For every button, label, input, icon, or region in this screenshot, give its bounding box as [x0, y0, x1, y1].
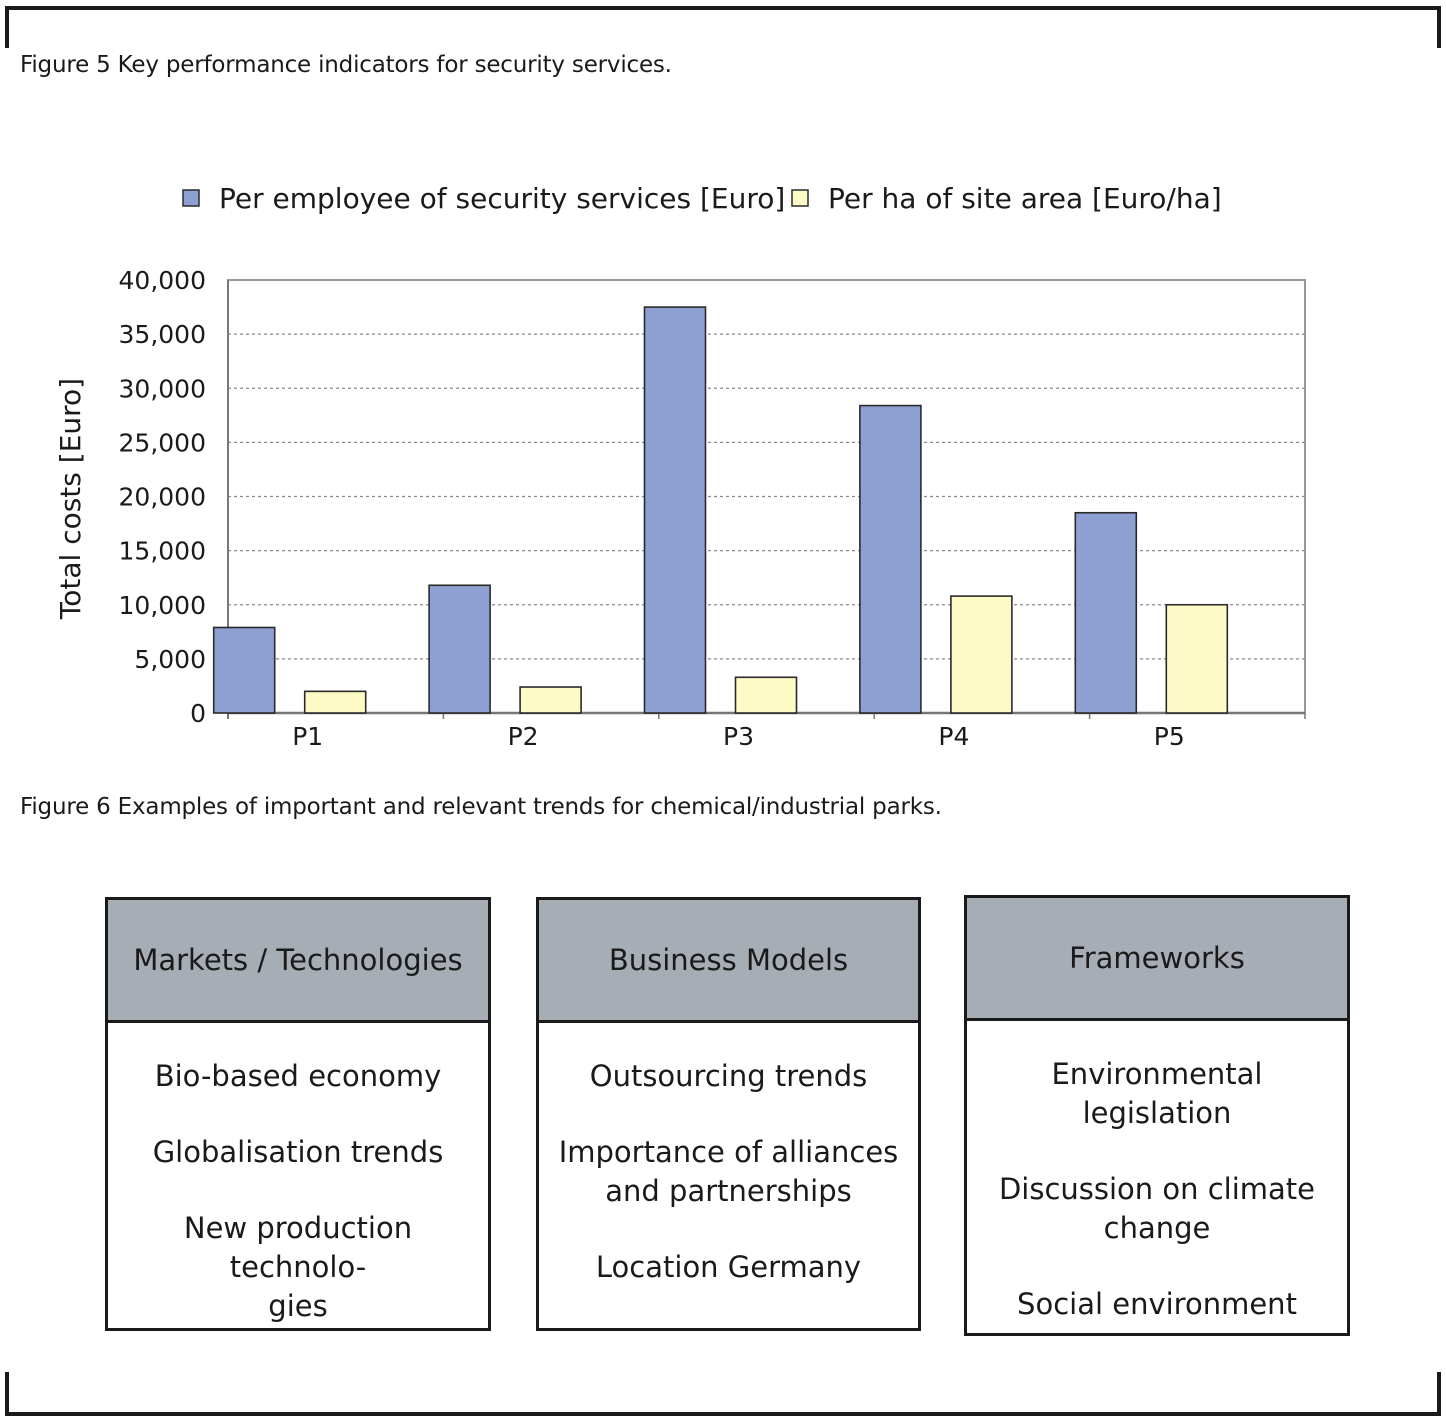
- x-tick-label: P3: [723, 722, 754, 751]
- trend-item: Importance of alliances and partnerships: [558, 1135, 899, 1208]
- bar-p2-series1: [428, 584, 491, 714]
- frame-bottom-line: [5, 1412, 1441, 1416]
- trend-box-title: Frameworks: [967, 898, 1347, 1021]
- figure6-caption: Figure 6 Examples of important and relev…: [20, 794, 942, 820]
- y-tick-label: 10,000: [119, 591, 206, 620]
- frame-top-right-tick: [1437, 6, 1441, 48]
- trend-item: Globalisation trends: [152, 1135, 444, 1169]
- y-axis-title: Total costs [Euro]: [54, 378, 87, 620]
- bar-chart: 0 5,000 10,000 15,000 20,000 25,000 30,000 35,0…: [54, 182, 1306, 751]
- y-tick-label: 40,000: [119, 266, 206, 295]
- figure5-caption: Figure 5 Key performance indicators for …: [20, 52, 672, 78]
- legend-swatch-series1: [182, 189, 200, 207]
- trend-item: Location Germany: [595, 1250, 862, 1284]
- trend-box-items: Environmental legislation Discussion on c…: [967, 1055, 1347, 1324]
- bar-p2-series2: [519, 686, 582, 714]
- trend-item: Environmental legislation: [1051, 1057, 1263, 1130]
- frame-bottom-left-tick: [5, 1372, 9, 1416]
- y-tick-label: 30,000: [119, 374, 206, 403]
- bar-p1-series1: [212, 626, 276, 714]
- x-tick-label: P5: [1154, 722, 1185, 751]
- x-tick-label: P4: [938, 722, 969, 751]
- bar-p5-series2: [1165, 603, 1229, 714]
- y-tick-label: 15,000: [119, 537, 206, 566]
- bar-p3-series1: [643, 306, 707, 714]
- bar-p4-series2: [950, 595, 1013, 714]
- trend-box-title: Markets / Technologies: [108, 900, 488, 1023]
- trend-box-3: Frameworks Environmental legislation Discu…: [964, 895, 1350, 1336]
- trend-item: Discussion on climate change: [998, 1172, 1316, 1245]
- trend-item: Outsourcing trends: [589, 1059, 868, 1093]
- trend-box-2: Business Models Outsourcing trends Importa…: [536, 897, 921, 1331]
- trend-box-items: Bio-based economy Globalisation trends New…: [108, 1057, 488, 1326]
- plot-area-border: [227, 279, 1306, 714]
- trend-item: Social environment: [1017, 1287, 1297, 1321]
- frame-top-line: [5, 6, 1441, 10]
- y-tick-label: 35,000: [119, 320, 206, 349]
- trend-box-title: Business Models: [539, 900, 918, 1023]
- trend-item: New production technolo- gies: [183, 1211, 413, 1323]
- legend-swatch-series2: [791, 189, 809, 207]
- x-tick-label: P2: [508, 722, 539, 751]
- y-tick-label: 0: [190, 699, 206, 728]
- legend-label-series1: Per employee of security services [Euro]: [219, 182, 785, 215]
- frame-bottom-right-tick: [1437, 1372, 1441, 1416]
- bar-p5-series1: [1074, 511, 1138, 714]
- x-tick-label: P1: [292, 722, 323, 751]
- trend-box-items: Outsourcing trends Importance of alliance…: [539, 1057, 918, 1287]
- bar-p3-series2: [734, 676, 798, 714]
- y-tick-label: 25,000: [119, 428, 206, 457]
- y-tick-label: 20,000: [119, 483, 206, 512]
- frame-top-left-tick: [5, 6, 9, 48]
- bar-p4-series1: [859, 404, 922, 714]
- trend-item: Bio-based economy: [154, 1059, 442, 1093]
- y-tick-label: 5,000: [134, 645, 206, 674]
- trend-box-1: Markets / Technologies Bio-based economy G…: [105, 897, 491, 1331]
- bar-p1-series2: [303, 690, 367, 714]
- legend-label-series2: Per ha of site area [Euro/ha]: [828, 182, 1222, 215]
